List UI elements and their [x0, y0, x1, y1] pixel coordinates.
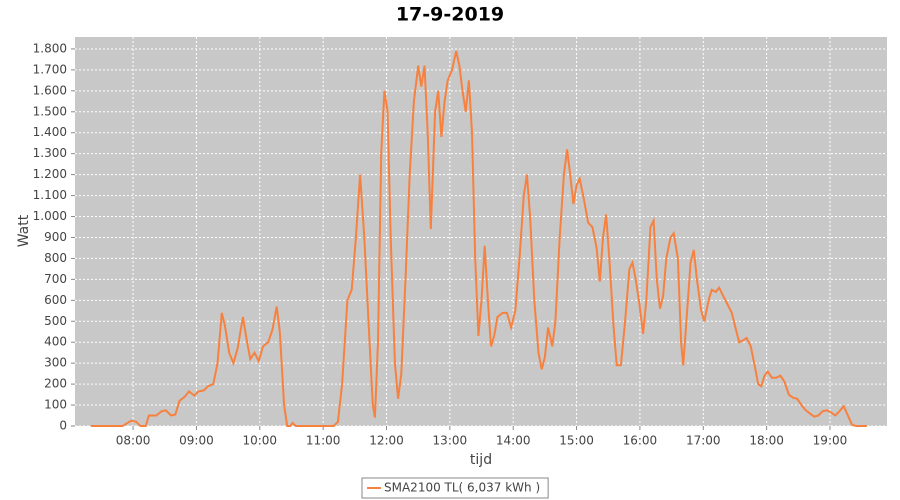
y-tick-label: 1.500	[33, 104, 67, 118]
y-tick-label: 100	[44, 398, 67, 412]
x-tick-label: 15:00	[559, 434, 594, 448]
y-tick-label: 200	[44, 377, 67, 391]
y-tick-label: 500	[44, 314, 67, 328]
x-tick-label: 09:00	[179, 434, 214, 448]
x-tick-label: 10:00	[242, 434, 277, 448]
y-tick-label: 1.800	[33, 41, 67, 55]
x-tick-label: 11:00	[306, 434, 341, 448]
y-tick-label: 1.000	[33, 209, 67, 223]
y-tick-label: 1.600	[33, 83, 67, 97]
y-tick-label: 700	[44, 272, 67, 286]
y-tick-label: 1.700	[33, 62, 67, 76]
y-axis-label: Watt	[16, 214, 32, 247]
y-tick-label: 1.400	[33, 125, 67, 139]
x-tick-label: 18:00	[749, 434, 784, 448]
y-tick-label: 0	[59, 419, 67, 433]
y-tick-label: 400	[44, 335, 67, 349]
y-tick-label: 1.300	[33, 146, 67, 160]
x-tick-label: 17:00	[686, 434, 721, 448]
y-tick-label: 900	[44, 230, 67, 244]
line	[90, 50, 867, 427]
x-tick-label: 19:00	[813, 434, 848, 448]
y-tick-label: 1.200	[33, 167, 67, 181]
y-tick-label: 1.100	[33, 188, 67, 202]
x-tick-label: 12:00	[369, 434, 404, 448]
x-tick-label: 16:00	[623, 434, 658, 448]
legend-label: SMA2100 TL( 6,037 kWh )	[384, 481, 540, 495]
y-tick-label: 300	[44, 356, 67, 370]
legend: SMA2100 TL( 6,037 kWh )	[361, 477, 549, 499]
plot-area	[75, 37, 887, 426]
x-axis-label: tijd	[470, 452, 492, 468]
x-tick-label: 13:00	[433, 434, 468, 448]
y-tick-label: 800	[44, 251, 67, 265]
x-tick-label: 14:00	[496, 434, 531, 448]
x-tick-label: 08:00	[116, 434, 151, 448]
y-tick-label: 600	[44, 293, 67, 307]
chart-title: 17-9-2019	[396, 4, 504, 26]
legend-box	[361, 477, 549, 499]
